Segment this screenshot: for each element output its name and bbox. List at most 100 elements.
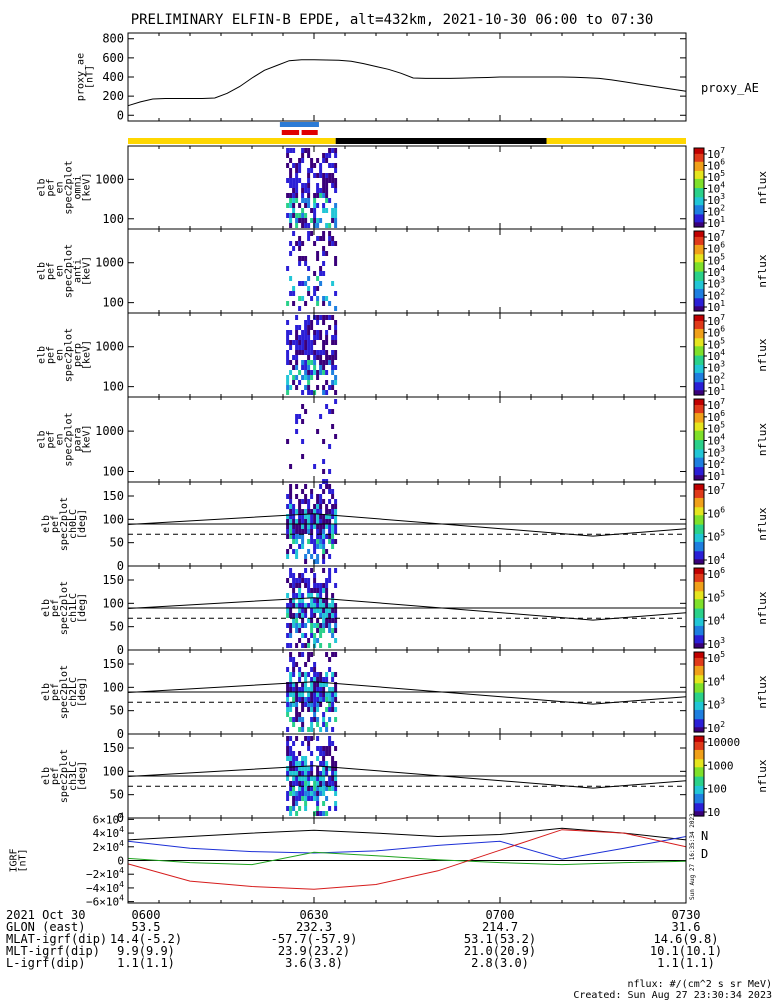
colorbar-cell bbox=[694, 261, 704, 264]
flux-cell bbox=[331, 335, 335, 340]
flux-cell bbox=[292, 613, 296, 618]
flux-cell bbox=[328, 751, 332, 756]
flux-cell bbox=[322, 193, 326, 198]
flux-cell bbox=[334, 261, 338, 266]
colorbar-cell bbox=[694, 211, 704, 214]
colorbar-cell bbox=[694, 283, 704, 285]
flux-cell bbox=[328, 717, 332, 722]
flux-cell bbox=[331, 603, 335, 608]
flux-cell bbox=[325, 534, 329, 539]
flux-cell bbox=[310, 608, 314, 613]
flux-cell bbox=[286, 524, 290, 529]
colorbar-cell bbox=[694, 677, 704, 680]
colorbar-tick-label: 101 bbox=[707, 299, 725, 314]
footer-row-label: MLAT-igrf(dip) bbox=[6, 932, 107, 946]
flux-cell bbox=[304, 583, 308, 588]
flux-cell bbox=[322, 459, 326, 464]
flux-cell bbox=[310, 163, 314, 168]
flux-cell bbox=[316, 559, 320, 564]
colorbar-cell bbox=[694, 592, 704, 594]
flux-cell bbox=[313, 213, 317, 218]
flux-cell bbox=[307, 618, 311, 623]
y-tick-label: −2×104 bbox=[86, 866, 124, 881]
colorbar-tick-label: 103 bbox=[707, 360, 725, 375]
colorbar-cell bbox=[694, 149, 704, 152]
flux-cell bbox=[319, 168, 323, 173]
flux-cell bbox=[304, 198, 308, 203]
flux-cell bbox=[328, 613, 332, 618]
loss-cone-line bbox=[127, 681, 687, 705]
flux-cell bbox=[307, 781, 311, 786]
colorbar-cell bbox=[694, 790, 704, 793]
flux-cell bbox=[295, 697, 299, 702]
flux-cell bbox=[304, 365, 308, 370]
flux-cell bbox=[334, 340, 338, 345]
flux-cell bbox=[292, 380, 296, 385]
flux-cell bbox=[328, 578, 332, 583]
flux-cell bbox=[286, 707, 290, 712]
colorbar-cell bbox=[694, 344, 704, 347]
flux-cell bbox=[295, 178, 299, 183]
colorbar-cell bbox=[694, 757, 704, 760]
colorbar-tick-label: 101 bbox=[707, 468, 725, 483]
flux-cell bbox=[316, 236, 320, 241]
flux-cell bbox=[319, 608, 323, 613]
flux-cell bbox=[298, 766, 302, 771]
colorbar-cell bbox=[694, 271, 704, 273]
flux-cell bbox=[316, 796, 320, 801]
flux-cell bbox=[301, 672, 305, 677]
flux-cell bbox=[319, 603, 323, 608]
colorbar-cell bbox=[694, 451, 704, 454]
flux-cell bbox=[301, 791, 305, 796]
flux-cell bbox=[322, 519, 326, 524]
flux-cell bbox=[295, 707, 299, 712]
colorbar-cell bbox=[694, 656, 704, 658]
loss-cone-line bbox=[127, 765, 687, 789]
flux-cell bbox=[286, 712, 290, 717]
colorbar-cell bbox=[694, 163, 704, 166]
flux-cell bbox=[301, 193, 305, 198]
flux-cell bbox=[313, 360, 317, 365]
flux-cell bbox=[325, 390, 329, 395]
flux-cell bbox=[325, 223, 329, 228]
colorbar-tick-label: 101 bbox=[707, 215, 725, 230]
colorbar-cell bbox=[694, 157, 704, 160]
flux-cell bbox=[304, 499, 308, 504]
flux-cell bbox=[310, 717, 314, 722]
flux-cell bbox=[298, 771, 302, 776]
flux-cell bbox=[328, 776, 332, 781]
colorbar-cell bbox=[694, 335, 704, 337]
flux-cell bbox=[310, 702, 314, 707]
colorbar-cell bbox=[694, 754, 704, 757]
flux-cell bbox=[298, 608, 302, 613]
flux-cell bbox=[322, 608, 326, 613]
flux-cell bbox=[304, 494, 308, 499]
flux-cell bbox=[301, 593, 305, 598]
igrf-series-line bbox=[127, 827, 687, 841]
flux-cell bbox=[304, 672, 308, 677]
colorbar-cell bbox=[694, 618, 704, 621]
flux-cell bbox=[292, 801, 296, 806]
flux-cell bbox=[298, 672, 302, 677]
flux-cell bbox=[295, 360, 299, 365]
colorbar-cell bbox=[694, 457, 704, 459]
flux-cell bbox=[298, 603, 302, 608]
colorbar-cell bbox=[694, 717, 704, 720]
flux-cell bbox=[325, 811, 329, 816]
colorbar-cell bbox=[694, 636, 704, 638]
flux-cell bbox=[295, 519, 299, 524]
flux-cell bbox=[322, 544, 326, 549]
flux-cell bbox=[331, 692, 335, 697]
flux-cell bbox=[313, 623, 317, 628]
flux-cell bbox=[322, 583, 326, 588]
colorbar-cell bbox=[694, 778, 704, 781]
flux-cell bbox=[295, 419, 299, 424]
flux-cell bbox=[313, 198, 317, 203]
colorbar-cell bbox=[694, 307, 704, 309]
colorbar-tick-label: 105 bbox=[707, 252, 725, 267]
flux-cell bbox=[328, 409, 332, 414]
y-tick-label: 100 bbox=[102, 596, 124, 610]
flux-cell bbox=[310, 786, 314, 791]
colorbar-cell bbox=[694, 621, 704, 624]
colorbar-cell bbox=[694, 198, 704, 200]
